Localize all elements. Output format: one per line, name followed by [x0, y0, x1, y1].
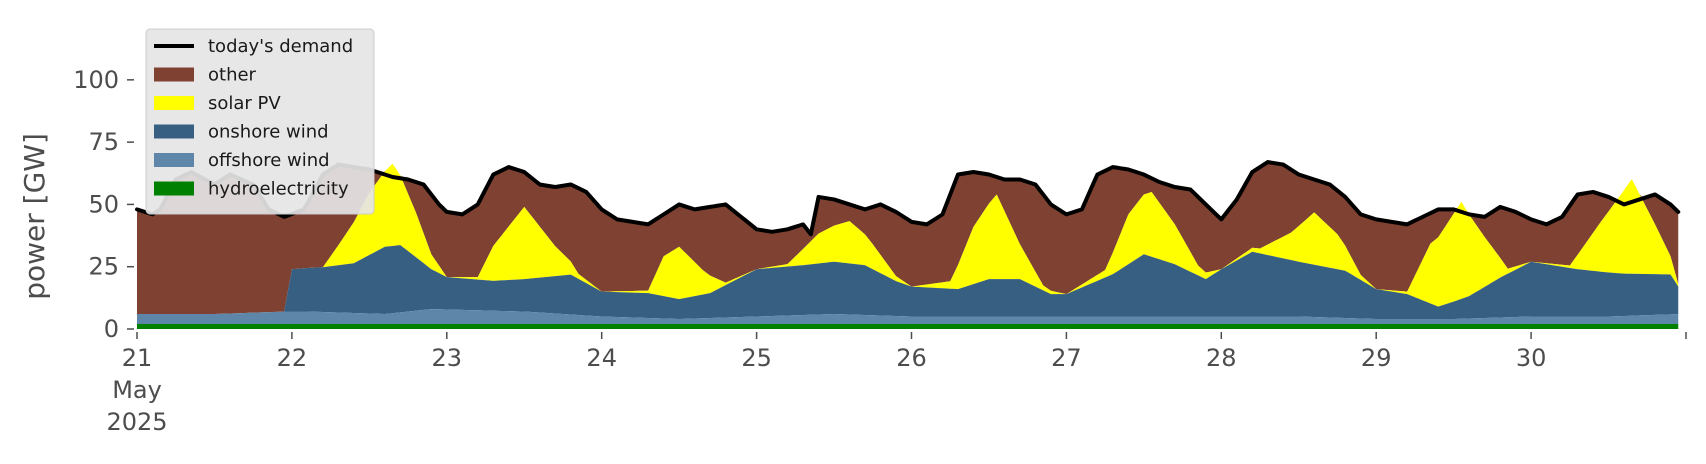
area-other: [137, 162, 1679, 315]
area-solar-pv: [137, 163, 1679, 315]
demand-line-layer: [135, 160, 1681, 237]
stacked-areas: [137, 162, 1679, 329]
legend-swatch-other: [154, 67, 194, 82]
x-tick-label: 26: [896, 344, 927, 372]
x-tick-label: 27: [1051, 344, 1082, 372]
legend-swatch-hydroelectricity: [154, 181, 194, 196]
x-tick-label: 30: [1516, 344, 1547, 372]
area-onshore-wind: [137, 245, 1679, 320]
y-tick-label: 25: [88, 253, 119, 281]
legend-label-other: other: [208, 65, 257, 86]
legend-swatch-solar-pv: [154, 96, 194, 110]
y-tick-label: 0: [104, 315, 119, 343]
x-tick-label: 21: [122, 344, 153, 372]
legend-box: [145, 28, 375, 215]
y-axis-label: power [GW]: [18, 133, 51, 300]
legend-label-hydroelectricity: hydroelectricity: [208, 179, 349, 200]
x-tick-label: 28: [1206, 344, 1237, 372]
y-tick-label: 75: [88, 128, 119, 156]
area-offshore-wind: [137, 309, 1679, 325]
y-tick-label: 50: [88, 190, 119, 218]
y-tick-label: 100: [73, 66, 119, 94]
axes: power [GW] 0 25 50 75 100 21 May 2025 22 23 24 25 26…: [18, 66, 1687, 436]
x-tick-label: 23: [432, 344, 463, 372]
legend-swatch-offshore-wind: [154, 153, 194, 167]
x-tick-label: 25: [741, 344, 772, 372]
legend-label-onshore-wind: onshore wind: [208, 122, 329, 143]
x-tick-sublabel: May: [112, 376, 162, 404]
x-tick-label: 29: [1361, 344, 1392, 372]
x-tick-label: 22: [277, 344, 308, 372]
x-tick-sublabel: 2025: [106, 408, 167, 436]
legend-label-offshore-wind: offshore wind: [208, 150, 330, 171]
area-hydroelectricity: [137, 324, 1679, 329]
x-tick-label: 24: [586, 344, 617, 372]
legend-swatch-onshore-wind: [154, 124, 194, 139]
legend-label-solar-pv: solar PV: [208, 93, 281, 114]
legend: today's demand other solar PV onshore wind o…: [145, 28, 375, 215]
line-todays-demand: [135, 160, 1681, 237]
legend-label-today-s-demand: today's demand: [208, 36, 353, 57]
